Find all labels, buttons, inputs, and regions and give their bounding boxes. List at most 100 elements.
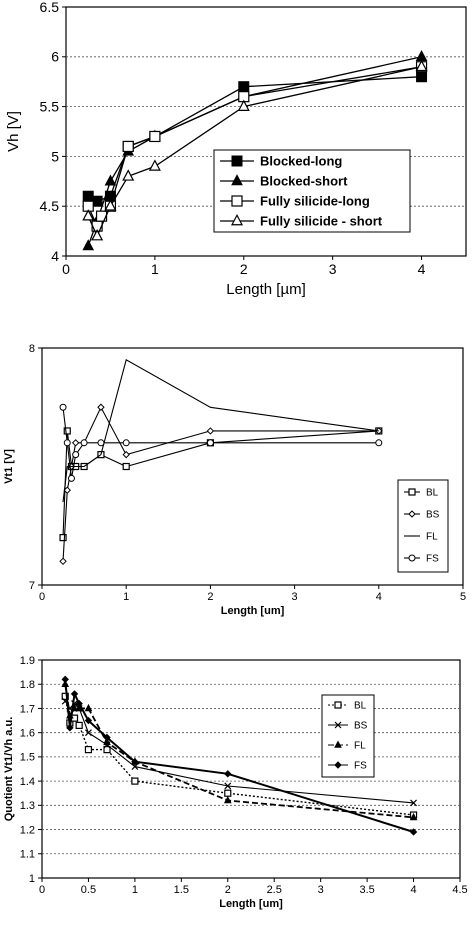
y-axis-title: Quotient Vt1/Vh a.u. <box>3 717 15 822</box>
y-tick-label: 5.5 <box>40 99 60 115</box>
data-point <box>91 229 104 241</box>
data-point <box>72 451 80 459</box>
data-point <box>122 169 135 181</box>
data-point <box>97 439 105 447</box>
x-tick-label: 1.5 <box>174 884 189 896</box>
data-point <box>63 439 71 447</box>
x-tick-label: 1 <box>132 884 138 896</box>
data-point <box>70 690 79 698</box>
x-tick-label: 3 <box>318 884 324 896</box>
legend-label: BL <box>426 488 439 499</box>
x-tick-label: 3 <box>292 591 298 603</box>
legend-marker <box>334 761 342 769</box>
data-point <box>206 439 214 447</box>
data-point <box>206 427 215 435</box>
y-tick-label: 1.2 <box>20 824 35 836</box>
data-point <box>84 716 93 725</box>
legend-label: FS <box>426 554 439 565</box>
legend-marker <box>408 488 416 496</box>
data-point <box>103 737 111 746</box>
y-tick-label: 1.5 <box>20 752 35 764</box>
legend: Blocked-long Blocked-short Fully silicide-… <box>213 149 411 233</box>
legend-label: Blocked-short <box>260 174 348 189</box>
series-line <box>62 358 379 503</box>
x-tick-label: 0 <box>39 884 45 896</box>
legend-box <box>321 694 375 778</box>
legend-label: Blocked-long <box>260 154 342 169</box>
y-tick-label: 1 <box>29 873 35 885</box>
data-point <box>223 795 232 804</box>
legend-marker <box>334 740 342 748</box>
y-tick-label: 5 <box>51 148 59 164</box>
legend-label: BS <box>354 721 368 732</box>
legend-marker <box>231 174 243 186</box>
data-point <box>131 763 139 771</box>
series-fully-silicide-short <box>82 59 428 241</box>
y-axis-title: Vt1 [V] <box>3 449 15 484</box>
chart-quotient-vs-length: 1 1.1 1.2 1.3 1.4 1.5 1.6 1.7 1.8 1.9 0 0.5 1 1.5 2 2.5… <box>3 655 468 910</box>
data-point <box>82 209 95 221</box>
legend-marker <box>408 554 416 562</box>
legend: BL BS FL FS <box>321 694 375 778</box>
legend-label: FS <box>354 761 367 772</box>
x-tick-label: 2.5 <box>267 884 282 896</box>
y-tick-label: 7 <box>29 580 35 592</box>
data-point <box>122 140 134 153</box>
data-point <box>122 450 130 459</box>
legend-box <box>397 479 449 573</box>
x-tick-label: 4.5 <box>452 884 467 896</box>
x-tick-label: 0 <box>62 261 70 277</box>
data-point <box>224 782 232 790</box>
legend-label: Fully silicide-long <box>260 194 370 209</box>
y-tick-label: 1.8 <box>20 679 35 691</box>
data-point <box>63 486 71 494</box>
data-point <box>97 403 105 411</box>
series-fs <box>61 675 418 836</box>
data-point <box>103 746 111 754</box>
legend: BL BS FL FS <box>397 479 449 573</box>
y-axis-title: Vh [V] <box>5 111 22 152</box>
y-tick-label: 6 <box>51 49 59 65</box>
data-point <box>59 557 67 566</box>
legend-label: BS <box>426 510 440 521</box>
x-tick-label: 0.5 <box>81 884 96 896</box>
chart-vh-vs-length: 4 4.5 5 5.5 6 6.5 0 1 2 3 4 Length [µm] Vh [V] Blocke… <box>5 0 467 298</box>
data-point <box>103 733 111 742</box>
y-tick-label: 1.3 <box>20 800 35 812</box>
data-point <box>224 770 232 778</box>
y-tick-label: 1.1 <box>20 849 35 861</box>
legend-label: BL <box>354 701 367 712</box>
legend-marker <box>231 213 243 226</box>
data-point <box>80 439 88 447</box>
x-tick-label: 2 <box>207 591 213 603</box>
data-point <box>75 699 83 708</box>
data-point <box>131 777 139 785</box>
x-tick-label: 4 <box>418 261 426 277</box>
x-tick-label: 3.5 <box>359 884 374 896</box>
legend-marker <box>231 195 243 207</box>
data-point <box>375 427 383 435</box>
legend-label: FL <box>426 532 438 543</box>
y-tick-label: 1.6 <box>20 728 35 740</box>
legend-marker <box>231 155 243 167</box>
y-tick-label: 4 <box>51 248 59 264</box>
legend-marker <box>334 701 342 709</box>
data-point <box>409 828 418 836</box>
data-point <box>149 130 161 143</box>
x-tick-label: 4 <box>410 884 416 896</box>
data-point <box>85 729 92 737</box>
x-tick-label: 0 <box>39 591 45 603</box>
data-point <box>122 462 130 471</box>
data-point <box>410 799 417 807</box>
legend-label: Fully silicide - short <box>260 214 383 229</box>
x-tick-label: 2 <box>225 884 231 896</box>
data-point <box>104 174 117 186</box>
y-tick-label: 1.9 <box>20 655 35 667</box>
data-point <box>82 239 95 251</box>
data-point <box>61 692 69 700</box>
y-tick-label: 4.5 <box>40 198 60 214</box>
data-point <box>66 724 74 732</box>
data-point <box>75 721 83 730</box>
x-axis-title: Length [um] <box>221 605 285 617</box>
data-point <box>84 746 93 754</box>
